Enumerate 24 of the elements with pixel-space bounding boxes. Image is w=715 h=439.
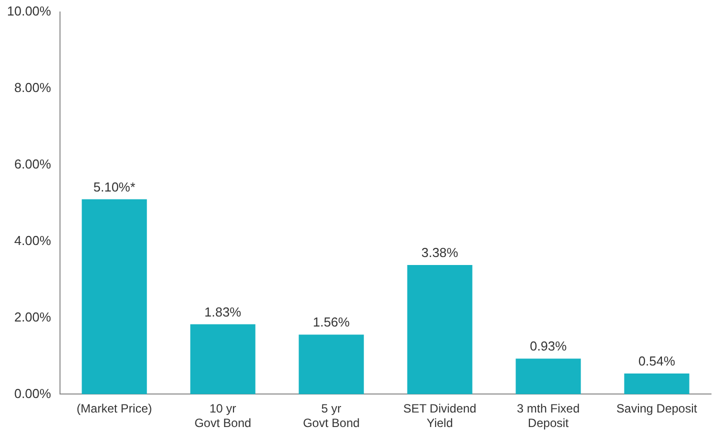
bar: [82, 199, 147, 394]
bar: [298, 334, 364, 394]
data-label: 1.83%: [204, 304, 242, 320]
x-tick-label: 3 mth Fixed Deposit: [516, 402, 580, 430]
y-tick-label: 10.00%: [6, 4, 52, 19]
data-label: 5.10%*: [93, 179, 136, 194]
data-label: 1.56%: [312, 314, 350, 330]
y-tick-label: 4.00%: [14, 232, 52, 248]
data-label: 0.93%: [530, 338, 568, 354]
bar: [190, 324, 256, 394]
x-tick-label: 5 yr Govt Bond: [302, 402, 360, 430]
y-tick-label: 6.00%: [14, 156, 52, 172]
y-tick-label: 2.00%: [14, 309, 52, 324]
x-tick-label: 10 yr Govt Bond: [194, 402, 252, 430]
bar: [407, 265, 472, 394]
bar: [516, 358, 581, 394]
bar: [624, 374, 690, 394]
x-tick-label: Saving Deposit: [616, 402, 698, 416]
x-tick-label: (Market Price): [76, 402, 152, 416]
x-tick-label: SET Dividend Yield: [403, 402, 476, 430]
data-label: 0.54%: [638, 354, 676, 369]
y-tick-label: 8.00%: [14, 80, 52, 96]
y-tick-label: 0.00%: [14, 386, 52, 401]
data-label: 3.38%: [421, 245, 459, 260]
